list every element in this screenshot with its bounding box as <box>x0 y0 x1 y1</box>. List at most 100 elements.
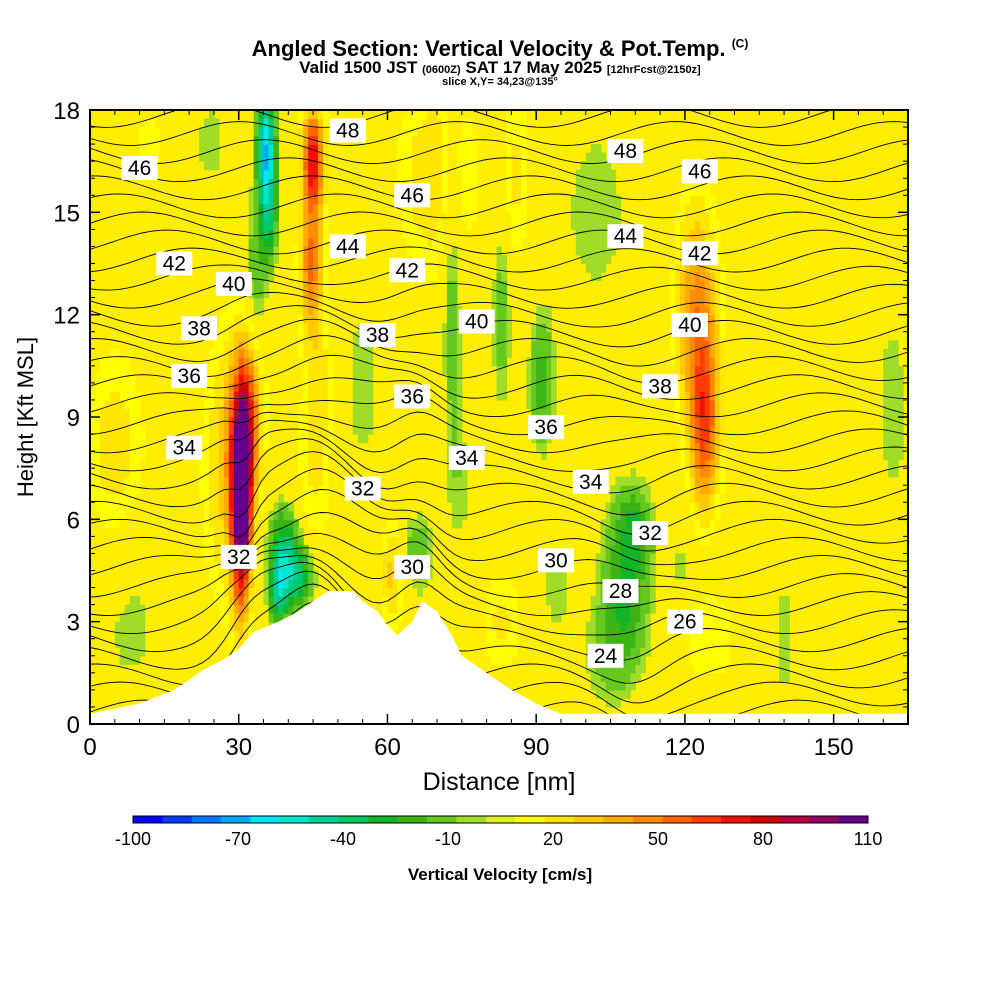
velocity-cell <box>451 391 458 401</box>
velocity-cell <box>694 357 701 367</box>
velocity-cell <box>298 127 304 137</box>
velocity-cell <box>248 485 255 495</box>
velocity-cell <box>129 417 136 427</box>
velocity-cell <box>709 263 716 273</box>
velocity-cell <box>422 544 428 554</box>
velocity-cell <box>238 468 245 478</box>
velocity-cell <box>352 408 359 418</box>
velocity-cell <box>883 434 889 444</box>
velocity-cell <box>209 118 215 128</box>
velocity-cell <box>699 434 706 444</box>
velocity-cell <box>689 391 696 401</box>
velocity-cell <box>620 562 627 572</box>
velocity-cell <box>675 357 681 367</box>
contour-label-box <box>602 579 639 603</box>
velocity-cell <box>501 340 508 350</box>
velocity-cell <box>610 604 617 614</box>
velocity-cell <box>213 382 220 392</box>
velocity-cell <box>526 374 532 384</box>
velocity-cell <box>134 485 141 495</box>
velocity-cell <box>218 604 225 614</box>
velocity-cell <box>883 357 889 367</box>
velocity-cell <box>412 203 418 213</box>
velocity-cell <box>213 118 220 128</box>
velocity-cell <box>709 638 716 648</box>
velocity-cell <box>704 186 711 196</box>
velocity-cell <box>640 604 646 614</box>
velocity-cell <box>585 220 592 230</box>
velocity-cell <box>243 365 250 375</box>
velocity-cell <box>699 186 706 196</box>
velocity-cell <box>263 425 270 435</box>
velocity-cell <box>451 340 458 350</box>
velocity-cell <box>273 527 279 537</box>
velocity-cell <box>496 596 503 606</box>
velocity-cell <box>709 203 716 213</box>
velocity-cell <box>243 468 250 478</box>
velocity-cell <box>90 442 96 452</box>
velocity-cell <box>491 297 498 307</box>
velocity-cell <box>689 263 696 273</box>
velocity-cell <box>233 527 240 537</box>
velocity-cell <box>104 382 111 392</box>
velocity-cell <box>233 493 240 503</box>
velocity-cell <box>437 203 443 213</box>
velocity-cell <box>898 451 904 461</box>
velocity-cell <box>213 476 220 486</box>
velocity-cell <box>313 485 319 495</box>
velocity-cell <box>278 527 284 537</box>
velocity-cell <box>556 613 562 623</box>
velocity-cell <box>90 417 96 427</box>
velocity-cell <box>114 621 121 631</box>
velocity-cell <box>442 169 448 179</box>
velocity-cell <box>496 340 503 350</box>
velocity-cell <box>605 519 612 529</box>
velocity-cell <box>213 587 220 597</box>
velocity-cell <box>298 229 304 239</box>
velocity-cell <box>893 399 899 409</box>
velocity-cell <box>645 562 651 572</box>
velocity-cell <box>204 451 210 461</box>
velocity-cell <box>784 596 790 606</box>
velocity-cell <box>437 229 443 239</box>
velocity-cell <box>600 220 607 230</box>
velocity-cell <box>397 596 403 606</box>
velocity-cell <box>298 408 304 418</box>
velocity-cell <box>714 374 721 384</box>
velocity-cell <box>630 621 636 631</box>
velocity-cell <box>427 135 433 145</box>
velocity-cell <box>223 493 230 503</box>
velocity-cell <box>298 178 304 188</box>
velocity-cell <box>437 152 443 162</box>
velocity-cell <box>521 110 527 120</box>
velocity-cell <box>387 519 394 529</box>
velocity-cell <box>446 476 453 486</box>
velocity-cell <box>213 425 220 435</box>
velocity-cell <box>263 144 270 154</box>
velocity-cell <box>620 689 627 699</box>
velocity-cell <box>496 348 503 358</box>
velocity-cell <box>253 161 260 171</box>
velocity-cell <box>328 374 334 384</box>
velocity-cell <box>149 118 156 128</box>
velocity-cell <box>318 451 324 461</box>
velocity-cell <box>630 664 636 674</box>
velocity-cell <box>670 263 676 273</box>
velocity-cell <box>204 135 210 145</box>
velocity-cell <box>640 596 646 606</box>
velocity-cell <box>298 135 304 145</box>
velocity-cell <box>293 570 299 580</box>
velocity-cell <box>893 357 899 367</box>
colorbar: -100 -70 -40 -10 20 50 80 110 <box>115 815 882 849</box>
velocity-cell <box>357 365 364 375</box>
velocity-cell <box>551 399 557 409</box>
velocity-cell <box>556 596 562 606</box>
velocity-cell <box>605 169 612 179</box>
velocity-cell <box>313 169 319 179</box>
velocity-cell <box>233 536 240 546</box>
isentrope-line <box>90 335 908 384</box>
velocity-cell <box>551 357 557 367</box>
velocity-cell <box>536 391 542 401</box>
velocity-cell <box>258 144 265 154</box>
velocity-cell <box>451 297 458 307</box>
